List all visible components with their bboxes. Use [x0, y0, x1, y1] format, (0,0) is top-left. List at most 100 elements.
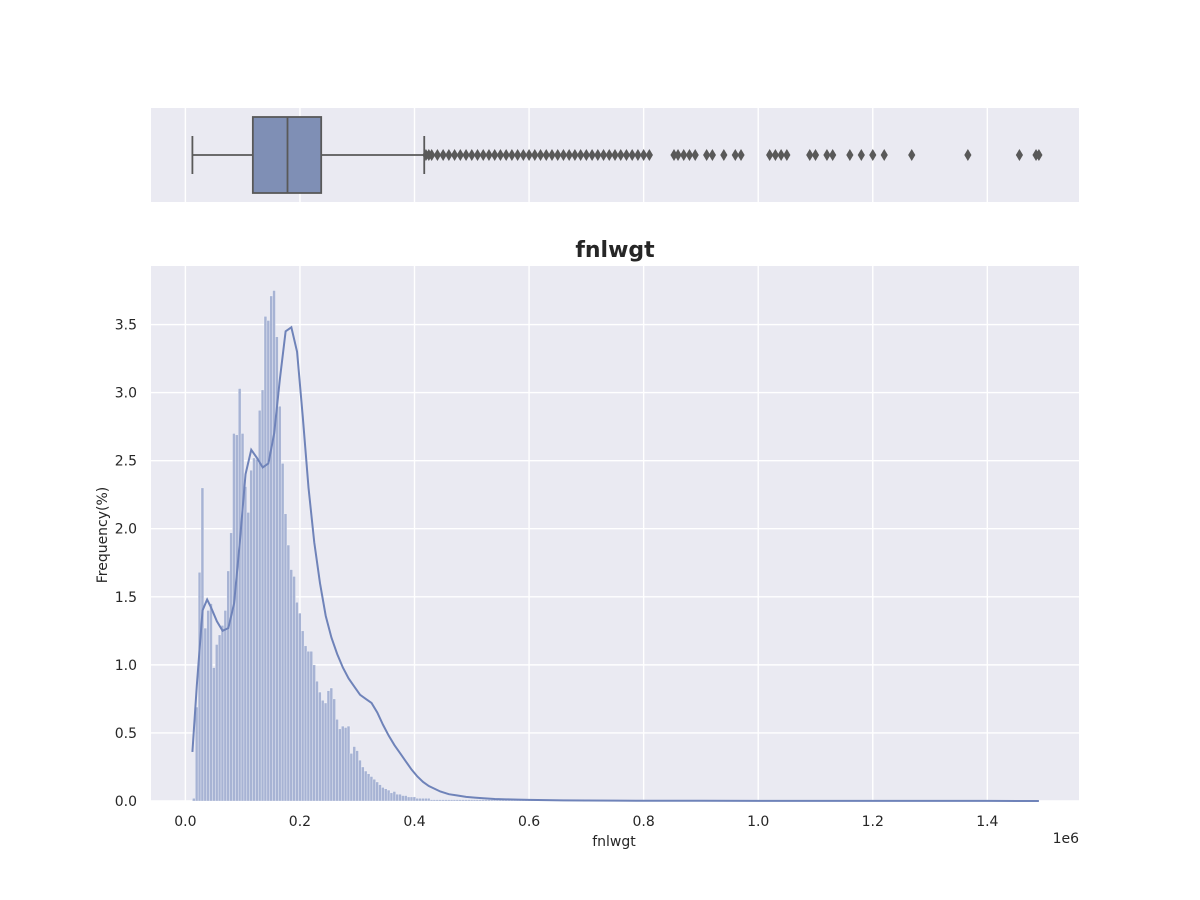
box-outlier: [462, 149, 470, 161]
histogram-bar: [398, 793, 402, 802]
x-tick-label: 0.0: [174, 814, 196, 830]
histogram-bar: [200, 487, 205, 802]
y-tick-label: 2.0: [115, 522, 137, 538]
histogram-bar: [461, 799, 465, 802]
histogram-bar: [449, 799, 454, 802]
histogram-bar: [312, 664, 316, 802]
box-outlier: [565, 149, 573, 161]
histogram-bar: [249, 469, 253, 802]
box-outlier: [720, 149, 728, 161]
histogram-bar: [326, 690, 331, 802]
box-outlier: [1035, 149, 1043, 161]
histogram-bar: [300, 630, 305, 802]
histogram-bar: [372, 778, 376, 802]
box-outlier: [559, 149, 568, 161]
box-outlier: [731, 149, 739, 161]
histogram-bar: [427, 798, 431, 802]
histogram-bar: [452, 799, 457, 802]
x-tick-label: 0.4: [403, 814, 425, 830]
histogram-bar: [343, 727, 348, 802]
histogram-bar: [361, 766, 365, 802]
box-outlier: [554, 149, 562, 161]
histogram-bar: [467, 799, 471, 802]
box-outlier: [806, 149, 814, 161]
histogram-bar: [412, 796, 417, 802]
histogram-bar: [321, 700, 325, 802]
histogram-bar: [406, 796, 411, 802]
histogram-bar: [384, 788, 388, 802]
histogram-bar: [217, 634, 222, 802]
box-outlier: [680, 149, 688, 161]
histogram-bar: [364, 770, 368, 802]
x-tick-label: 0.2: [289, 814, 311, 830]
histogram-bar: [375, 781, 379, 802]
box-outlier: [869, 149, 877, 161]
x-tick-label: 1.4: [976, 814, 998, 830]
histogram-bar: [404, 795, 408, 802]
box-outlier: [542, 149, 550, 161]
box-outlier: [685, 149, 694, 161]
y-tick-label: 3.0: [115, 386, 137, 402]
box-outlier: [525, 149, 533, 161]
histogram-bar: [381, 787, 385, 802]
histogram-bar: [335, 719, 339, 802]
histogram-bar: [266, 320, 270, 802]
histogram-bar: [409, 796, 414, 802]
box-outlier: [846, 149, 854, 161]
y-tick-label: 2.5: [115, 454, 137, 470]
box-outlier: [857, 149, 865, 161]
y-tick-label: 3.5: [115, 318, 137, 334]
histogram-bar: [338, 728, 342, 802]
box-outlier: [445, 149, 453, 161]
box-outlier: [634, 149, 642, 161]
box-outlier: [588, 149, 596, 161]
histogram-bar: [389, 792, 394, 802]
chart-title: fnlwgt: [575, 238, 655, 263]
box-outlier: [433, 149, 442, 161]
box-outlier: [691, 149, 699, 161]
histogram-bar: [469, 799, 474, 802]
box-outlier: [823, 149, 831, 161]
histogram-bar: [435, 799, 439, 802]
histogram-bar: [260, 389, 265, 802]
histogram-bar: [246, 512, 250, 802]
histogram-bar: [352, 746, 356, 802]
box-outlier: [880, 149, 888, 161]
histogram-bar: [280, 463, 285, 802]
histogram-bar: [346, 725, 351, 802]
histogram-bar: [424, 798, 428, 802]
box-outlier: [594, 149, 602, 161]
box-outlier: [577, 149, 585, 161]
y-tick-label: 1.0: [115, 658, 137, 674]
box-outlier: [502, 149, 510, 161]
box-outlier: [605, 149, 613, 161]
histogram-bar: [349, 753, 354, 802]
histogram-bar: [215, 644, 219, 802]
box-outlier: [468, 149, 476, 161]
histogram-bar: [429, 799, 434, 802]
histogram-bar: [441, 799, 445, 802]
histogram-bar: [263, 316, 268, 802]
box-outlier: [703, 149, 711, 161]
histogram-bar: [235, 434, 239, 802]
histogram-bar: [332, 698, 336, 802]
histogram-bar: [484, 799, 488, 802]
box-outlier: [548, 149, 556, 161]
histogram-bar: [487, 799, 491, 802]
box-outlier: [599, 149, 608, 161]
box-outlier: [514, 149, 522, 161]
histogram-bar: [447, 799, 451, 802]
histogram-bar: [195, 706, 199, 802]
box-outlier: [519, 149, 527, 161]
histogram-bar: [220, 625, 225, 802]
box-outlier: [771, 149, 779, 161]
x-tick-label: 0.8: [633, 814, 655, 830]
histogram-bar: [255, 459, 259, 802]
y-tick-label: 1.5: [115, 590, 137, 606]
histogram-bar: [252, 457, 256, 802]
histogram-bar: [298, 612, 302, 802]
histogram-bar: [329, 687, 334, 802]
box-outlier: [964, 149, 972, 161]
histogram-bar: [458, 799, 462, 802]
